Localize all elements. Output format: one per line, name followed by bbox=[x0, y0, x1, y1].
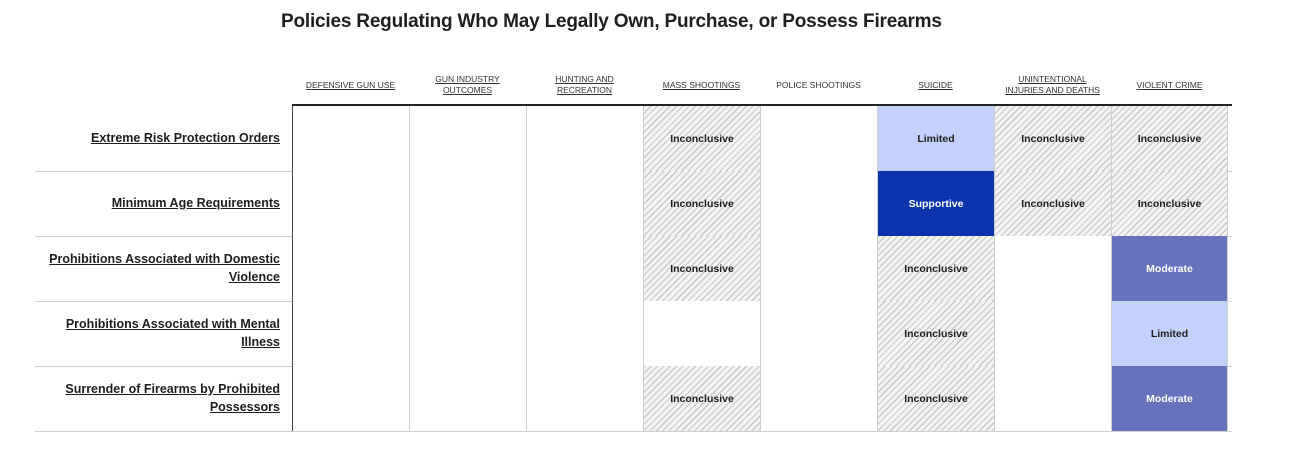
row-header-label[interactable]: Surrender of Firearms by Prohibited Poss… bbox=[65, 382, 280, 414]
evidence-cell-violent-crime: Inconclusive bbox=[1111, 171, 1228, 236]
evidence-rating-label: Moderate bbox=[1146, 262, 1193, 275]
row-header-label[interactable]: Prohibitions Associated with Mental Illn… bbox=[65, 317, 280, 349]
column-header-row: DEFENSIVE GUN USE GUN INDUSTRY OUTCOMES HU… bbox=[292, 66, 1232, 106]
row-header-minimum-age-requirements[interactable]: Minimum Age Requirements bbox=[35, 171, 280, 236]
evidence-cell-unintentional-injuries-and-deaths bbox=[994, 366, 1111, 431]
row-header-prohibitions-associated-with-mental-illness[interactable]: Prohibitions Associated with Mental Illn… bbox=[35, 301, 280, 366]
evidence-cell-police-shootings bbox=[760, 236, 877, 301]
evidence-cell-police-shootings bbox=[760, 106, 877, 171]
column-header-defensive-gun-use[interactable]: DEFENSIVE GUN USE bbox=[292, 66, 409, 104]
row-header-prohibitions-associated-with-domestic-violence[interactable]: Prohibitions Associated with Domestic Vi… bbox=[35, 236, 280, 301]
evidence-cell-hunting-and-recreation bbox=[526, 106, 643, 171]
column-header-label[interactable]: MASS SHOOTINGS bbox=[662, 79, 741, 90]
evidence-rating-label: Inconclusive bbox=[1137, 197, 1202, 210]
evidence-cell-defensive-gun-use bbox=[292, 171, 409, 236]
evidence-cell-defensive-gun-use bbox=[292, 301, 409, 366]
evidence-rating-label: Inconclusive bbox=[1021, 197, 1085, 210]
evidence-cell-violent-crime: Moderate bbox=[1111, 236, 1228, 301]
column-header-label[interactable]: DEFENSIVE GUN USE bbox=[305, 79, 396, 90]
evidence-cell-unintentional-injuries-and-deaths: Inconclusive bbox=[994, 106, 1111, 171]
evidence-rating-label: Inconclusive bbox=[670, 392, 734, 405]
evidence-cell-mass-shootings: Inconclusive bbox=[643, 171, 760, 236]
evidence-rating-label: Supportive bbox=[908, 197, 964, 210]
evidence-cell-gun-industry-outcomes bbox=[409, 171, 526, 236]
evidence-cell-police-shootings bbox=[760, 171, 877, 236]
evidence-cell-unintentional-injuries-and-deaths bbox=[994, 236, 1111, 301]
evidence-cell-suicide: Inconclusive bbox=[877, 366, 994, 431]
column-header-label[interactable]: VIOLENT CRIME bbox=[1136, 79, 1203, 90]
row-header-extreme-risk-protection-orders[interactable]: Extreme Risk Protection Orders bbox=[35, 106, 280, 171]
evidence-cell-hunting-and-recreation bbox=[526, 236, 643, 301]
row-header-label[interactable]: Prohibitions Associated with Domestic Vi… bbox=[49, 252, 280, 284]
column-header-suicide[interactable]: SUICIDE bbox=[877, 66, 994, 104]
evidence-rating-label: Moderate bbox=[1146, 392, 1193, 405]
row-header-label[interactable]: Minimum Age Requirements bbox=[111, 195, 280, 210]
evidence-cell-gun-industry-outcomes bbox=[409, 301, 526, 366]
evidence-cell-hunting-and-recreation bbox=[526, 171, 643, 236]
evidence-cell-suicide: Inconclusive bbox=[877, 236, 994, 301]
column-header-label[interactable]: GUN INDUSTRY OUTCOMES bbox=[435, 74, 500, 95]
evidence-cell-gun-industry-outcomes bbox=[409, 236, 526, 301]
evidence-cell-mass-shootings: Inconclusive bbox=[643, 366, 760, 431]
evidence-cell-gun-industry-outcomes bbox=[409, 106, 526, 171]
evidence-cell-suicide: Supportive bbox=[877, 171, 994, 236]
evidence-cell-defensive-gun-use bbox=[292, 366, 409, 431]
evidence-cell-violent-crime: Limited bbox=[1111, 301, 1228, 366]
evidence-rating-label: Inconclusive bbox=[1137, 132, 1202, 145]
evidence-rating-label: Inconclusive bbox=[904, 327, 968, 340]
evidence-rating-label: Inconclusive bbox=[670, 262, 734, 275]
evidence-cell-violent-crime: Inconclusive bbox=[1111, 106, 1228, 171]
evidence-cell-unintentional-injuries-and-deaths bbox=[994, 301, 1111, 366]
column-header-mass-shootings[interactable]: MASS SHOOTINGS bbox=[643, 66, 760, 104]
evidence-cell-defensive-gun-use bbox=[292, 236, 409, 301]
column-header-hunting-and-recreation[interactable]: HUNTING AND RECREATION bbox=[526, 66, 643, 104]
table-row: Prohibitions Associated with Mental Illn… bbox=[35, 301, 1232, 367]
evidence-cell-mass-shootings: Inconclusive bbox=[643, 106, 760, 171]
column-header-violent-crime[interactable]: VIOLENT CRIME bbox=[1111, 66, 1228, 104]
evidence-cell-defensive-gun-use bbox=[292, 106, 409, 171]
evidence-rating-label: Limited bbox=[1150, 327, 1189, 340]
row-header-label[interactable]: Extreme Risk Protection Orders bbox=[91, 130, 280, 145]
evidence-cell-suicide: Limited bbox=[877, 106, 994, 171]
evidence-cell-suicide: Inconclusive bbox=[877, 301, 994, 366]
evidence-cell-hunting-and-recreation bbox=[526, 301, 643, 366]
table-row: Minimum Age Requirements Inconclusive Supp… bbox=[35, 171, 1232, 237]
evidence-rating-label: Inconclusive bbox=[1021, 132, 1085, 145]
evidence-cell-mass-shootings: Inconclusive bbox=[643, 236, 760, 301]
table-row: Surrender of Firearms by Prohibited Poss… bbox=[35, 366, 1232, 432]
column-header-gun-industry-outcomes[interactable]: GUN INDUSTRY OUTCOMES bbox=[409, 66, 526, 104]
column-header-police-shootings: POLICE SHOOTINGS bbox=[760, 66, 877, 104]
table-row: Prohibitions Associated with Domestic Vi… bbox=[35, 236, 1232, 302]
evidence-rating-label: Inconclusive bbox=[904, 392, 968, 405]
evidence-rating-label: Inconclusive bbox=[670, 197, 734, 210]
evidence-rating-label: Inconclusive bbox=[904, 262, 968, 275]
evidence-cell-mass-shootings bbox=[643, 301, 760, 366]
row-header-surrender-of-firearms-by-prohibited-possessors[interactable]: Surrender of Firearms by Prohibited Poss… bbox=[35, 366, 280, 431]
column-header-unintentional-injuries-and-deaths[interactable]: UNINTENTIONAL INJURIES AND DEATHS bbox=[994, 66, 1111, 104]
evidence-cell-police-shootings bbox=[760, 366, 877, 431]
column-header-label[interactable]: HUNTING AND RECREATION bbox=[555, 74, 614, 95]
evidence-rating-label: Inconclusive bbox=[670, 132, 734, 145]
column-header-label: POLICE SHOOTINGS bbox=[776, 79, 861, 90]
column-header-label[interactable]: UNINTENTIONAL INJURIES AND DEATHS bbox=[1005, 74, 1100, 95]
evidence-cell-violent-crime: Moderate bbox=[1111, 366, 1228, 431]
column-header-label[interactable]: SUICIDE bbox=[918, 79, 953, 90]
evidence-cell-police-shootings bbox=[760, 301, 877, 366]
evidence-cell-unintentional-injuries-and-deaths: Inconclusive bbox=[994, 171, 1111, 236]
evidence-rating-label: Limited bbox=[917, 132, 955, 145]
chart-title: Policies Regulating Who May Legally Own,… bbox=[281, 11, 942, 32]
table-row: Extreme Risk Protection Orders Inconclusi… bbox=[35, 106, 1232, 172]
evidence-cell-gun-industry-outcomes bbox=[409, 366, 526, 431]
evidence-cell-hunting-and-recreation bbox=[526, 366, 643, 431]
